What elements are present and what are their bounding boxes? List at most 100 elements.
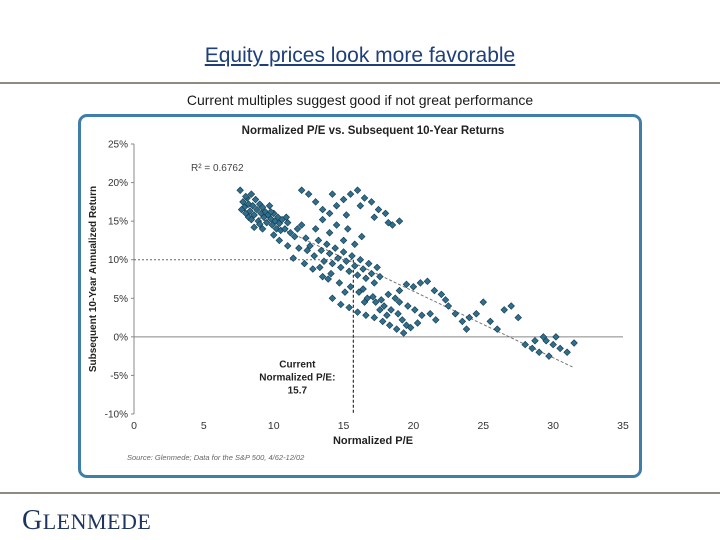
data-point: [432, 316, 440, 324]
data-point: [486, 317, 494, 326]
data-point: [328, 259, 337, 268]
y-tick-label: 5%: [114, 294, 129, 305]
data-point: [378, 317, 387, 326]
slide-subtitle: Current multiples suggest good if not gr…: [186, 92, 534, 108]
data-point: [413, 319, 422, 327]
data-point: [325, 249, 334, 258]
data-point: [376, 306, 384, 314]
r-squared-label: R² = 0.6762: [191, 163, 244, 174]
data-point: [394, 309, 402, 318]
data-point: [265, 201, 274, 210]
data-point: [302, 234, 310, 242]
slide-title: Equity prices look more favorable: [204, 44, 516, 67]
data-point: [359, 265, 367, 273]
data-point: [337, 263, 345, 272]
data-point: [342, 211, 351, 219]
y-tick-label: 25%: [108, 140, 128, 151]
data-point: [250, 211, 258, 219]
x-tick-label: 20: [408, 420, 420, 432]
data-point: [306, 242, 314, 250]
data-point: [323, 240, 331, 249]
data-point: [303, 246, 311, 255]
data-point: [383, 311, 391, 319]
data-point: [344, 225, 352, 233]
x-tick-label: 30: [547, 420, 559, 432]
data-point: [283, 218, 292, 227]
data-point: [334, 254, 342, 262]
data-point: [356, 255, 365, 264]
x-tick-label: 35: [617, 420, 629, 432]
data-point: [289, 254, 297, 262]
data-point: [348, 252, 356, 260]
data-point: [297, 186, 306, 195]
data-point: [441, 296, 450, 304]
data-point: [328, 190, 337, 198]
data-point: [250, 223, 258, 232]
y-tick-label: 20%: [108, 178, 128, 189]
data-point: [332, 221, 341, 229]
data-point: [556, 344, 564, 353]
data-point: [570, 339, 578, 347]
data-point: [295, 244, 303, 252]
data-point: [331, 244, 339, 252]
data-point: [411, 306, 419, 314]
data-point: [444, 302, 453, 310]
data-point: [370, 313, 379, 322]
data-point: [314, 236, 323, 245]
data-point: [339, 195, 348, 204]
data-point: [282, 213, 291, 222]
data-point: [360, 298, 369, 306]
data-point: [318, 205, 327, 214]
data-point: [391, 294, 399, 303]
data-point: [345, 267, 353, 276]
data-point: [462, 325, 471, 333]
data-point: [251, 195, 260, 204]
data-point: [362, 311, 370, 319]
data-point: [300, 259, 309, 268]
data-point: [327, 269, 335, 278]
data-point: [364, 259, 373, 268]
data-point: [237, 205, 246, 214]
data-point: [297, 221, 306, 229]
data-point: [353, 271, 362, 279]
data-point: [318, 215, 327, 224]
data-point: [374, 205, 383, 214]
data-point: [465, 313, 474, 322]
data-point: [267, 215, 275, 223]
data-point: [387, 306, 395, 314]
data-point: [247, 190, 256, 198]
data-point: [406, 323, 415, 332]
data-point: [535, 348, 543, 357]
data-point: [399, 329, 408, 337]
data-point: [311, 225, 320, 233]
data-point: [304, 190, 313, 198]
data-point: [341, 288, 349, 296]
scatter-chart: Normalized P/E vs. Subsequent 10-Year Re…: [88, 125, 629, 462]
data-point: [236, 186, 244, 195]
data-point: [528, 344, 536, 353]
annotation-line: Current: [279, 360, 316, 371]
data-point: [371, 298, 380, 306]
data-point: [377, 296, 386, 304]
data-point: [369, 293, 377, 301]
y-axis-label: Subsequent 10-Year Annualized Return: [88, 186, 99, 372]
data-point: [258, 203, 267, 211]
data-point: [346, 282, 355, 291]
data-point: [362, 274, 370, 282]
data-point: [242, 192, 250, 201]
data-point: [418, 311, 426, 319]
data-point: [423, 277, 432, 286]
data-point: [395, 217, 404, 225]
data-point: [430, 286, 439, 295]
data-point: [353, 308, 362, 316]
data-point: [563, 348, 571, 357]
data-point: [507, 302, 515, 310]
y-tick-label: 0%: [114, 332, 129, 343]
data-point: [267, 208, 275, 216]
data-point: [316, 263, 324, 272]
x-axis-label: Normalized P/E: [333, 435, 413, 447]
data-point: [404, 302, 412, 310]
data-point: [309, 265, 317, 273]
data-point: [317, 246, 325, 255]
data-point: [346, 190, 355, 198]
